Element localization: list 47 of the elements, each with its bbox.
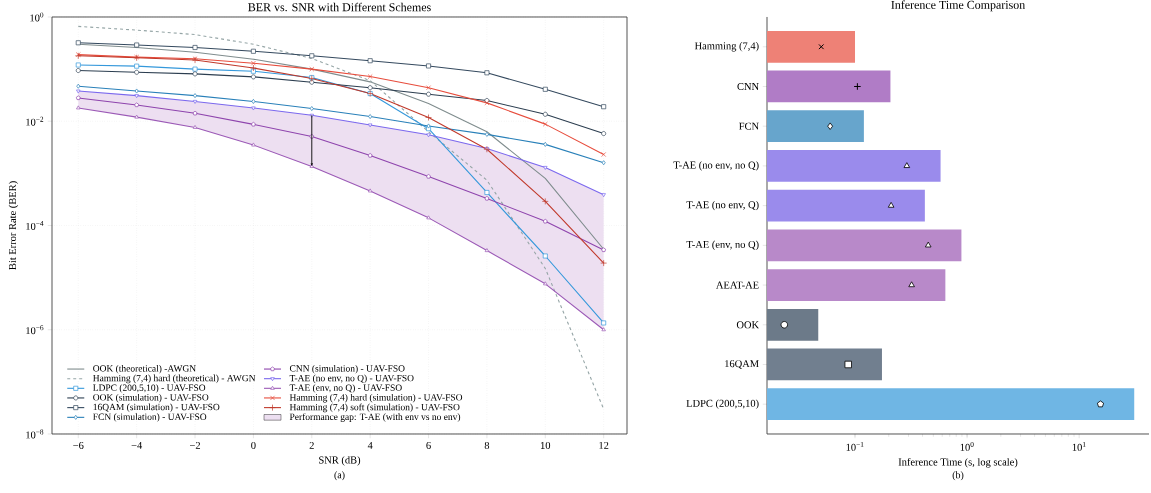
y-tick-label: 10$^{−8}$ (26, 429, 44, 439)
x-tick-label: −2 (189, 441, 201, 449)
legend-label: OOK (theoretical) -AWGN (93, 364, 196, 374)
x-tick-label: 8 (484, 441, 490, 449)
y-tick-label: T-AE (no env, no Q) (673, 161, 759, 171)
y-tick-label: 10$^{−2}$ (26, 116, 44, 126)
y-tick-label: Hamming (7,4) (694, 42, 759, 52)
x-tick-label: 2 (309, 441, 314, 449)
legend-label: OOK (simulation) - UAV-FSO (93, 393, 209, 403)
legend-label: Hamming (7,4) hard (theoretical) - AWGN (93, 374, 256, 384)
text: (b) (952, 471, 964, 481)
y-tick-label: 10$^{−4}$ (26, 221, 44, 230)
x-tick-label: 10$^{1}$ (1072, 441, 1086, 451)
x-tick-label: 6 (426, 441, 431, 449)
y-tick-label: 10$^{−6}$ (26, 325, 44, 335)
legend-label: FCN (simulation) - UAV-FSO (93, 413, 207, 422)
x-axis-title: Inference Time (s, log scale) (898, 458, 1018, 468)
y-tick-label: LDPC (200,5,10) (686, 399, 759, 409)
y-tick-label: T-AE (no env, Q) (686, 200, 759, 211)
legend-label: LDPC (200,5,10) - UAV-FSO (93, 384, 206, 393)
legend-label: Hamming (7,4) soft (simulation) - UAV-FSO (289, 403, 460, 413)
legend-label: T-AE (no env, no Q) - UAV-FSO (289, 374, 414, 384)
y-tick-label: 16QAM (725, 360, 759, 369)
text: (a) (334, 471, 345, 481)
legend-label: CNN (simulation) - UAV-FSO (289, 364, 405, 374)
x-tick-label: 4 (367, 441, 373, 449)
y-tick-label: 10$^{0}$ (30, 12, 44, 22)
x-tick-label: 0 (251, 441, 256, 449)
y-tick-label: CNN (737, 82, 759, 91)
y-tick-label: T-AE (env, no Q) (686, 240, 759, 251)
x-tick-label: 10$^{0}$ (960, 441, 974, 451)
legend-label: T-AE (env, no Q) - UAV-FSO (289, 384, 402, 393)
legend-label: Performance gap: T-AE (with env vs no env) (289, 413, 461, 422)
x-tick-label: −6 (73, 441, 84, 449)
x-tick-label: 12 (599, 441, 609, 449)
x-axis-title: SNR (dB) (319, 456, 361, 466)
y-tick-label: AEAT-AE (716, 281, 759, 289)
y-tick-label: FCN (739, 122, 759, 130)
y-tick-label: OOK (736, 321, 759, 329)
legend-label: Hamming (7,4) hard (simulation) - UAV-FSO (289, 393, 463, 403)
chart-title: BER vs. SNR with Different Schemes (248, 2, 431, 12)
y-axis-title: Bit Error Rate (BER) (8, 181, 19, 270)
x-tick-label: −4 (131, 441, 143, 449)
chart-title: Inference Time Comparison (891, 0, 1026, 12)
x-tick-label: 10 (540, 441, 551, 449)
x-tick-label: 10$^{−1}$ (846, 441, 864, 451)
legend-label: 16QAM (simulation) - UAV-FSO (93, 403, 220, 413)
